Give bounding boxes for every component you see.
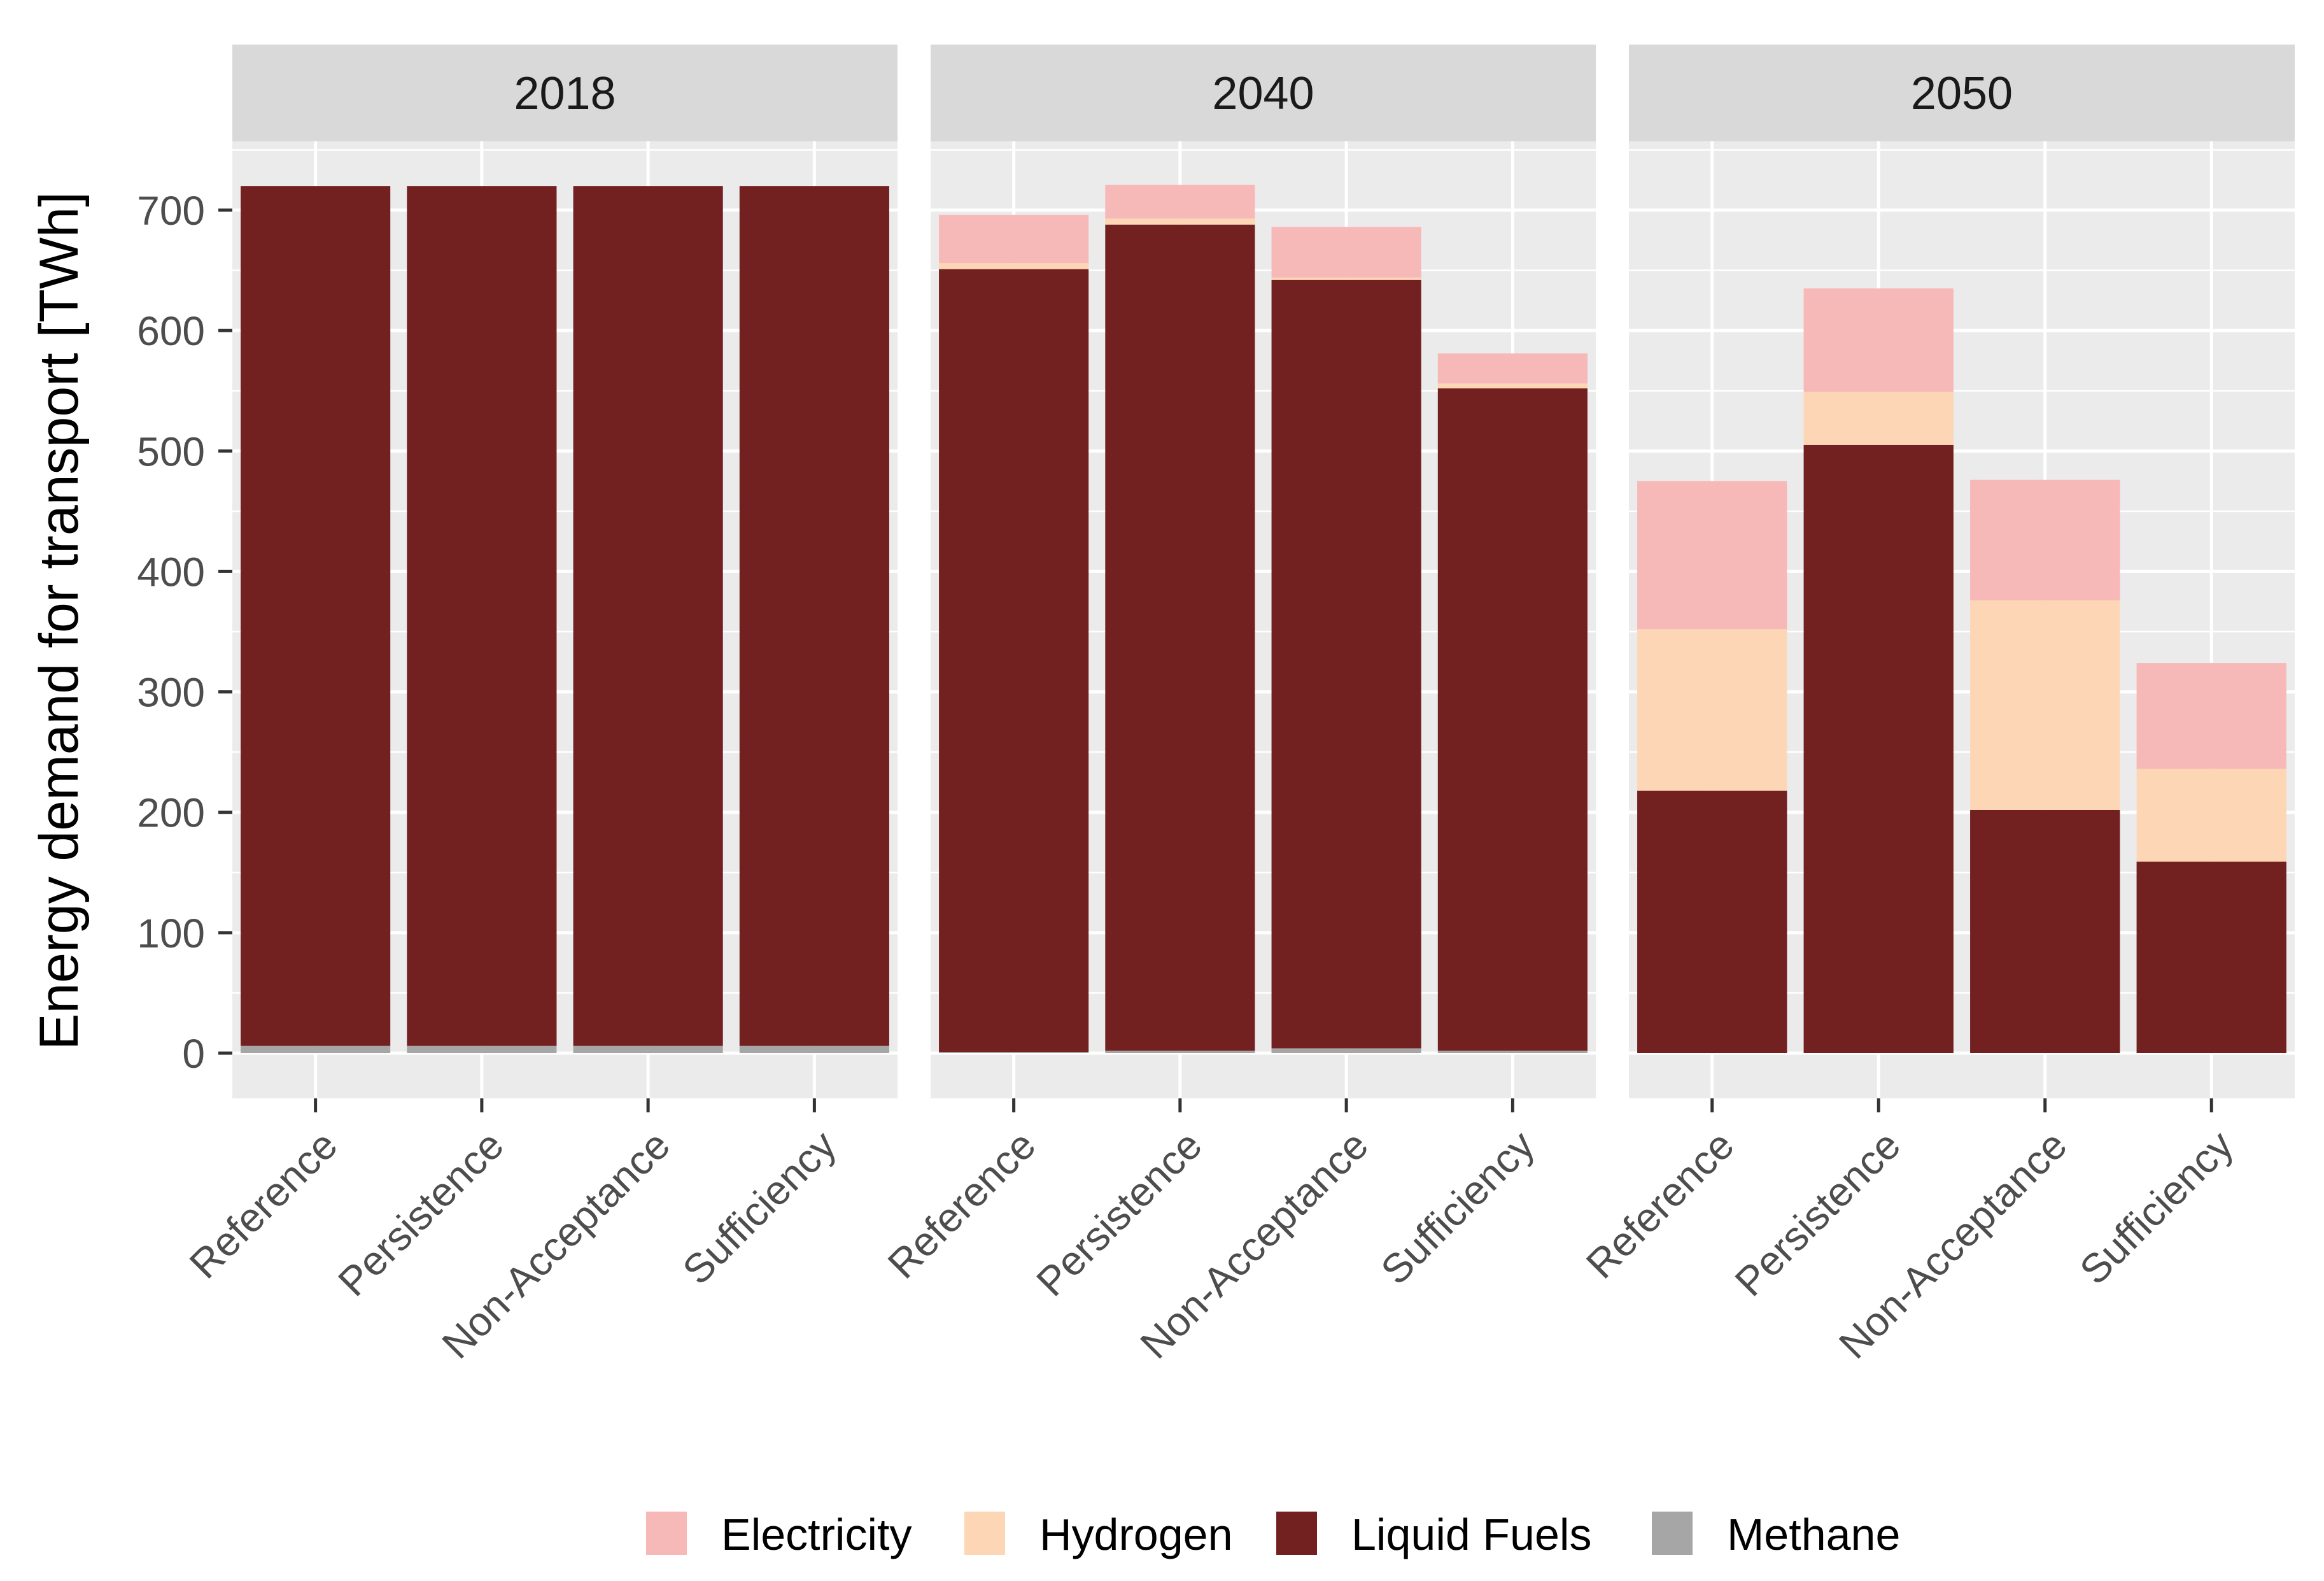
bar-segment-liquid-fuels [1803, 444, 1954, 1053]
legend-label: Methane [1727, 1510, 1900, 1559]
legend-label: Hydrogen [1039, 1510, 1233, 1559]
bar-segment-liquid-fuels [1105, 224, 1255, 1051]
x-tick-label: Persistence [1027, 1122, 1210, 1305]
bar-segment-liquid-fuels [739, 186, 889, 1046]
bar-segment-electricity [1105, 185, 1255, 219]
y-tick-label: 300 [137, 670, 205, 716]
y-tick-label: 0 [182, 1031, 205, 1077]
legend-item: Liquid Fuels [1276, 1510, 1591, 1559]
legend-label: Liquid Fuels [1351, 1510, 1591, 1559]
bar-segment-liquid-fuels [1437, 388, 1588, 1051]
bar-segment-liquid-fuels [2136, 861, 2286, 1053]
legend-swatch [964, 1512, 1005, 1555]
facet-strip [931, 45, 1596, 141]
bar-segment-hydrogen [1271, 277, 1421, 280]
bar-segment-electricity [1271, 227, 1421, 278]
y-tick-label: 500 [137, 429, 205, 474]
facet-title: 2050 [1911, 68, 2013, 119]
bar-segment-hydrogen [1637, 629, 1787, 791]
bar-segment-methane [1271, 1048, 1421, 1053]
x-tick-label: Persistence [329, 1122, 512, 1305]
y-axis: 0 100 200 300 400 500 600 700 [137, 188, 232, 1077]
facet-title: 2018 [514, 68, 616, 119]
y-tick-label: 100 [137, 911, 205, 956]
bar-segment-liquid-fuels [1637, 790, 1787, 1053]
bar-segment-electricity [1803, 288, 1954, 392]
y-axis-title: Energy demand for transport [TWh] [29, 192, 90, 1050]
bar-segment-hydrogen [2136, 769, 2286, 862]
x-tick-label: Reference [879, 1122, 1045, 1287]
bar-segment-hydrogen [1437, 383, 1588, 388]
legend-swatch [1652, 1512, 1693, 1555]
bar-segment-methane [1105, 1051, 1255, 1053]
facet-strip [1629, 45, 2295, 141]
bar-segment-liquid-fuels [407, 186, 557, 1046]
legend-item: Methane [1652, 1510, 1900, 1559]
facet-panels: 2018ReferencePersistenceNon-AcceptanceSu… [181, 45, 2295, 1367]
bar-segment-liquid-fuels [1970, 809, 2120, 1053]
facet-title: 2040 [1212, 68, 1314, 119]
x-tick-label: Persistence [1726, 1122, 1909, 1305]
legend-swatch [646, 1512, 687, 1555]
legend: Electricity Hydrogen Liquid Fuels Methane [646, 1510, 1900, 1559]
bar-segment-methane [407, 1046, 557, 1053]
y-tick-label: 600 [137, 308, 205, 354]
y-tick-label: 400 [137, 549, 205, 595]
legend-swatch [1276, 1512, 1317, 1555]
bar-segment-liquid-fuels [1271, 280, 1421, 1049]
x-tick-label: Sufficiency [673, 1122, 845, 1293]
y-tick-label: 200 [137, 790, 205, 836]
bar-segment-liquid-fuels [241, 186, 391, 1046]
x-tick-label: Sufficiency [2071, 1122, 2242, 1293]
bar-segment-electricity [939, 215, 1089, 264]
bar-segment-methane [1437, 1051, 1588, 1053]
bar-segment-hydrogen [1970, 600, 2120, 810]
panel-2018: 2018ReferencePersistenceNon-AcceptanceSu… [181, 45, 898, 1367]
legend-label: Electricity [721, 1510, 912, 1559]
bar-segment-electricity [2136, 663, 2286, 769]
bar-segment-electricity [1970, 479, 2120, 600]
legend-item: Electricity [646, 1510, 912, 1559]
bar-segment-methane [241, 1046, 391, 1053]
bar-segment-methane [573, 1046, 723, 1053]
x-tick-label: Reference [1577, 1122, 1743, 1287]
y-tick-label: 700 [137, 188, 205, 234]
x-tick-label: Sufficiency [1372, 1122, 1543, 1293]
bar-segment-electricity [1437, 353, 1588, 384]
panel-2050: 2050ReferencePersistenceNon-AcceptanceSu… [1577, 45, 2295, 1367]
bar-segment-liquid-fuels [573, 186, 723, 1046]
bar-segment-hydrogen [939, 263, 1089, 269]
x-tick-label: Reference [181, 1122, 346, 1287]
bar-segment-electricity [1637, 481, 1787, 630]
bar-segment-methane [739, 1046, 889, 1053]
bar-segment-methane [939, 1052, 1089, 1053]
facet-strip [232, 45, 898, 141]
bar-segment-hydrogen [1105, 218, 1255, 225]
bar-segment-liquid-fuels [939, 269, 1089, 1053]
panel-2040: 2040ReferencePersistenceNon-AcceptanceSu… [879, 45, 1596, 1367]
bar-segment-hydrogen [1803, 392, 1954, 445]
legend-item: Hydrogen [964, 1510, 1233, 1559]
